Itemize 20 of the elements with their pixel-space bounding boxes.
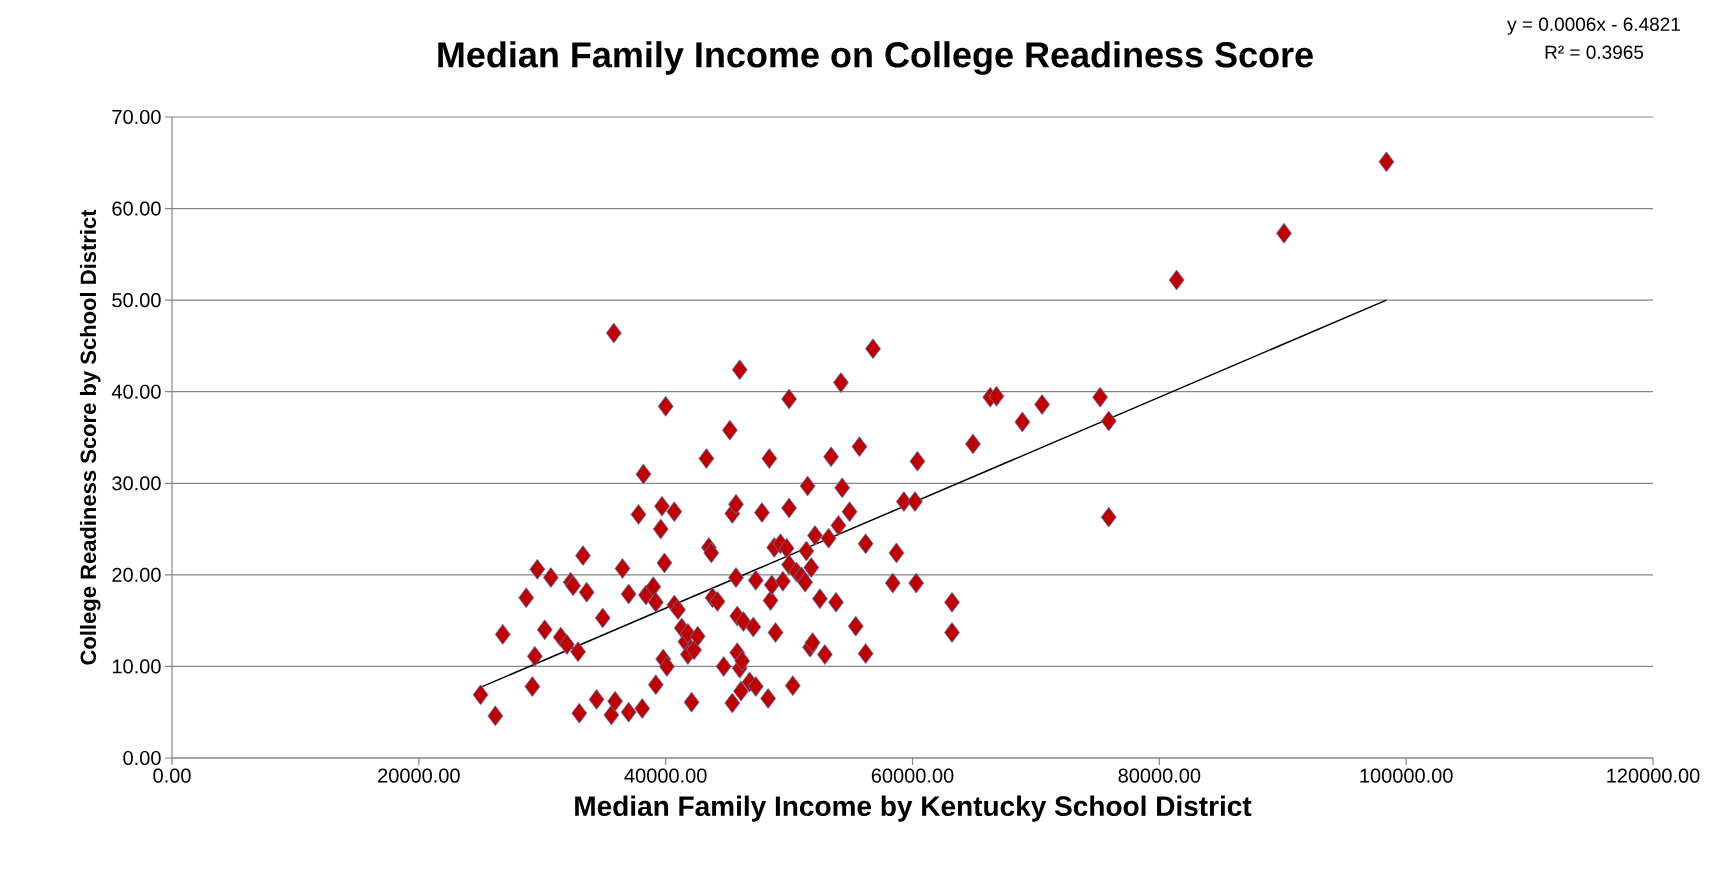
y-tick-label: 30.00 <box>112 476 161 491</box>
text: R² = 0.3965 <box>1545 45 1644 59</box>
x-tick-label: 100000.00 <box>1360 768 1453 783</box>
x-tick-label: 0.00 <box>153 768 191 783</box>
y-tick-label: 10.00 <box>112 659 161 674</box>
x-tick-label: 120000.00 <box>1607 768 1700 783</box>
y-tick-label: 70.00 <box>112 109 161 125</box>
x-tick-label: 20000.00 <box>378 768 460 783</box>
y-tick-label: 60.00 <box>112 201 161 216</box>
text: y = 0.0006x - 6.4821 <box>1507 17 1680 35</box>
x-tick-label: 40000.00 <box>624 768 707 783</box>
y-axis-title: College Readiness Score by School District <box>79 209 101 665</box>
y-tick-label: 50.00 <box>112 293 161 308</box>
chart-title: Median Family Income on College Readiness Score <box>438 41 1313 75</box>
y-tick-label: 20.00 <box>112 567 161 582</box>
y-tick-label: 0.00 <box>123 750 161 766</box>
x-axis-title: Median Family Income by Kentucky School District <box>575 795 1252 822</box>
y-tick-label: 40.00 <box>111 384 161 399</box>
x-tick-label: 80000.00 <box>1118 768 1201 783</box>
x-tick-label: 60000.00 <box>871 768 954 783</box>
